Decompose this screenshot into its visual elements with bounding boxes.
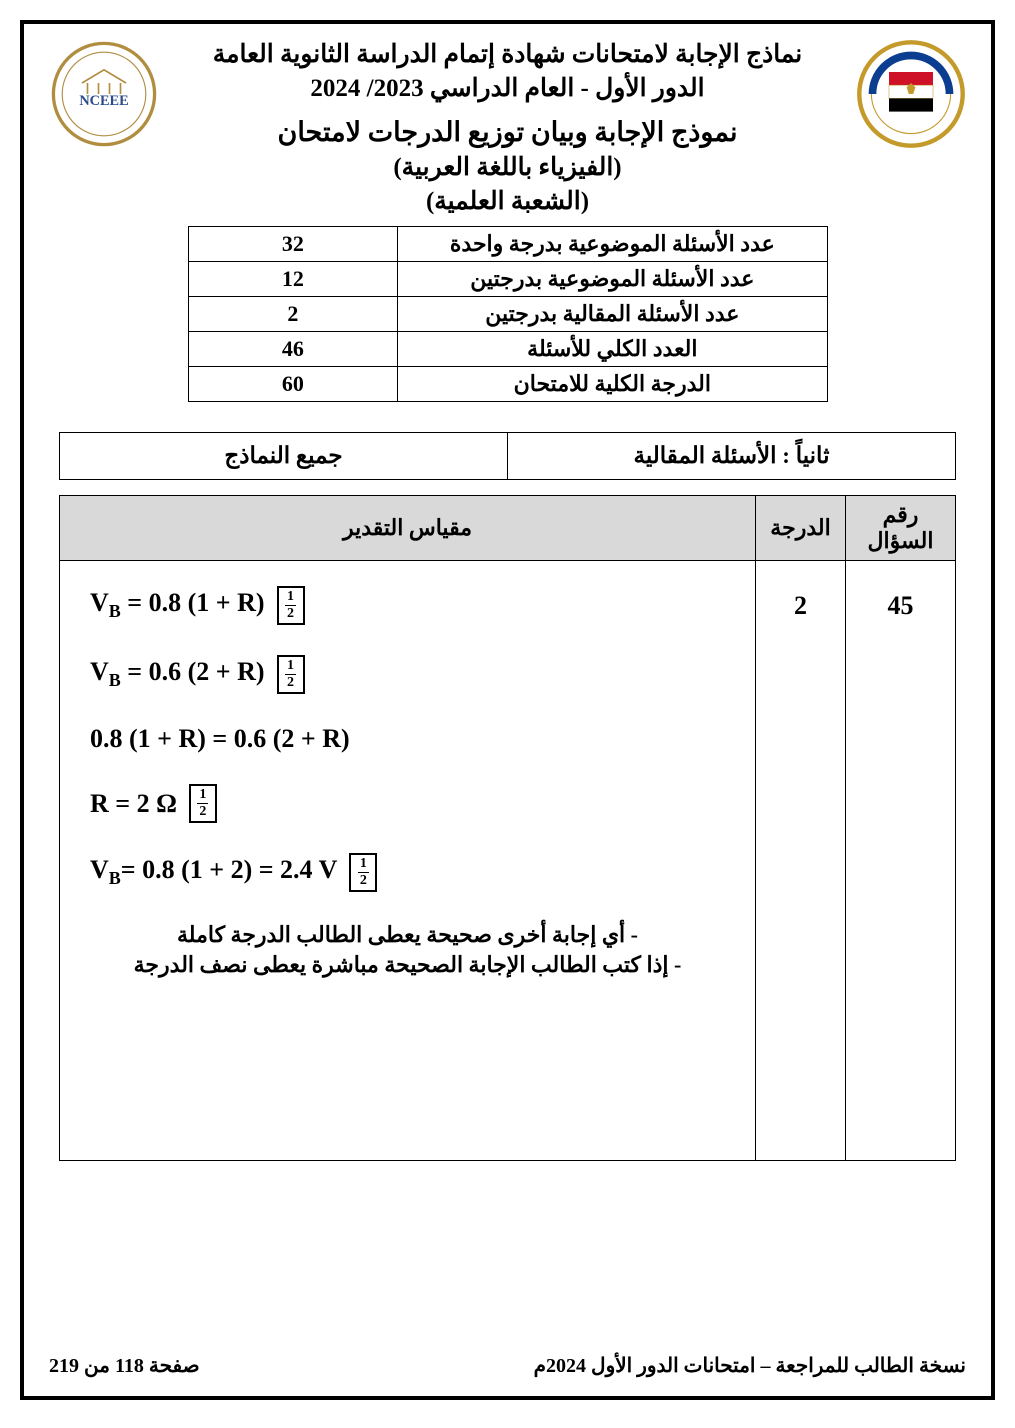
note-1: - أي إجابة أخرى صحيحة يعطى الطالب الدرجة… [90, 922, 725, 948]
footer-page-no: 118 [115, 1355, 144, 1377]
info-row: عدد الأسئلة المقالية بدرجتين2 [188, 297, 827, 332]
half-num: 1 [358, 857, 369, 873]
info-value: 32 [188, 227, 398, 262]
half-mark-box-icon: 1 2 [277, 655, 305, 694]
half-den: 2 [287, 606, 294, 621]
half-den: 2 [360, 873, 367, 888]
eq1-text: VB = 0.8 (1 + R) [90, 588, 265, 622]
info-label: الدرجة الكلية للامتحان [398, 367, 827, 402]
equation-1: VB = 0.8 (1 + R) 1 2 [90, 586, 725, 625]
footer-right: نسخة الطالب للمراجعة – امتحانات الدور ال… [534, 1353, 966, 1378]
info-row: عدد الأسئلة الموضوعية بدرجة واحدة32 [188, 227, 827, 262]
eq5-var: V [90, 855, 109, 884]
info-value: 60 [188, 367, 398, 402]
half-den: 2 [287, 675, 294, 690]
col-question-no: رقم السؤال [846, 496, 956, 561]
svg-text:NCEEE: NCEEE [79, 93, 128, 109]
header-line-5: (الشعبة العلمية) [169, 186, 846, 216]
eq1-sub: B [109, 602, 121, 622]
half-num: 1 [197, 788, 208, 804]
info-row: عدد الأسئلة الموضوعية بدرجتين12 [188, 262, 827, 297]
half-mark-box-icon: 1 2 [189, 784, 217, 823]
equation-2: VB = 0.6 (2 + R) 1 2 [90, 655, 725, 694]
nceee-logo-icon: NCEEE [49, 39, 159, 149]
footer-total: 219 [49, 1355, 79, 1377]
info-value: 2 [188, 297, 398, 332]
footer-of: من [79, 1355, 115, 1377]
equation-4: R = 2 Ω 1 2 [90, 784, 725, 823]
info-row: العدد الكلي للأسئلة46 [188, 332, 827, 367]
info-value: 12 [188, 262, 398, 297]
info-value: 46 [188, 332, 398, 367]
info-label: عدد الأسئلة المقالية بدرجتين [398, 297, 827, 332]
header-row: NCEEE نماذج الإجابة لامتحانات شهادة إتما… [49, 39, 966, 216]
section-all-models-label: جميع النماذج [60, 433, 507, 479]
rubric-notes: - أي إجابة أخرى صحيحة يعطى الطالب الدرجة… [90, 922, 725, 978]
equation-3: 0.8 (1 + R) = 0.6 (2 + R) [90, 724, 725, 754]
half-mark-box-icon: 1 2 [277, 586, 305, 625]
cell-rubric: VB = 0.8 (1 + R) 1 2 VB = 0.6 (2 + R) 1 [60, 561, 756, 1161]
eq3-text: 0.8 (1 + R) = 0.6 (2 + R) [90, 724, 350, 754]
col-grade: الدرجة [756, 496, 846, 561]
eq4-text: R = 2 Ω [90, 789, 177, 819]
eq5-text: VB= 0.8 (1 + 2) = 2.4 V [90, 855, 337, 889]
page-footer: نسخة الطالب للمراجعة – امتحانات الدور ال… [49, 1353, 966, 1378]
half-mark-box-icon: 1 2 [349, 853, 377, 892]
eq2-rhs: = 0.6 (2 + R) [121, 657, 265, 686]
ministry-logo-icon [856, 39, 966, 149]
footer-left: صفحة 118 من 219 [49, 1353, 200, 1378]
note-2: - إذا كتب الطالب الإجابة الصحيحة مباشرة … [90, 952, 725, 978]
info-label: عدد الأسئلة الموضوعية بدرجتين [398, 262, 827, 297]
info-label: العدد الكلي للأسئلة [398, 332, 827, 367]
header-line-3: نموذج الإجابة وبيان توزيع الدرجات لامتحا… [169, 117, 846, 148]
header-line-2: الدور الأول - العام الدراسي 2023/ 2024 [169, 73, 846, 103]
header-line-4: (الفيزياء باللغة العربية) [169, 152, 846, 182]
equation-5: VB= 0.8 (1 + 2) = 2.4 V 1 2 [90, 853, 725, 892]
half-den: 2 [199, 804, 206, 819]
info-row: الدرجة الكلية للامتحان60 [188, 367, 827, 402]
section-header-row: ثانياً : الأسئلة المقالية جميع النماذج [59, 432, 956, 480]
answer-table: رقم السؤال الدرجة مقياس التقدير 45 2 VB … [59, 495, 956, 1161]
eq1-var: V [90, 588, 109, 617]
info-table: عدد الأسئلة الموضوعية بدرجة واحدة32عدد ا… [188, 226, 828, 402]
eq2-sub: B [109, 671, 121, 691]
header-line-1: نماذج الإجابة لامتحانات شهادة إتمام الدر… [169, 39, 846, 69]
eq2-var: V [90, 657, 109, 686]
eq1-rhs: = 0.8 (1 + R) [121, 588, 265, 617]
cell-question-no: 45 [846, 561, 956, 1161]
cell-grade: 2 [756, 561, 846, 1161]
eq2-text: VB = 0.6 (2 + R) [90, 657, 265, 691]
info-label: عدد الأسئلة الموضوعية بدرجة واحدة [398, 227, 827, 262]
info-table-body: عدد الأسئلة الموضوعية بدرجة واحدة32عدد ا… [188, 227, 827, 402]
eq5-rhs: = 0.8 (1 + 2) = 2.4 V [121, 855, 338, 884]
half-num: 1 [285, 659, 296, 675]
header-text-block: نماذج الإجابة لامتحانات شهادة إتمام الدر… [159, 39, 856, 216]
section-essay-label: ثانياً : الأسئلة المقالية [507, 433, 955, 479]
footer-page-prefix: صفحة [144, 1355, 200, 1377]
col-rubric: مقياس التقدير [60, 496, 756, 561]
eq5-sub: B [109, 869, 121, 889]
page-frame: NCEEE نماذج الإجابة لامتحانات شهادة إتما… [20, 20, 995, 1400]
half-num: 1 [285, 590, 296, 606]
